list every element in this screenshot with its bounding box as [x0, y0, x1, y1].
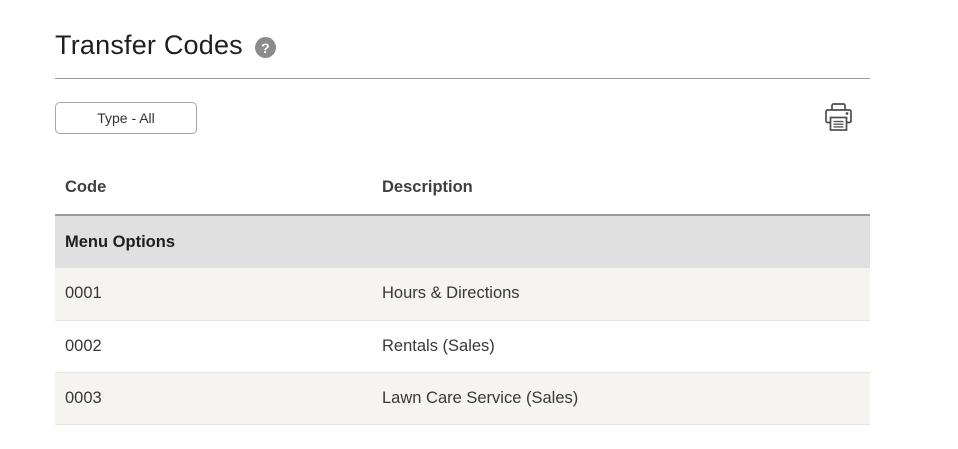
page-title: Transfer Codes — [55, 30, 243, 60]
print-button[interactable] — [824, 102, 853, 134]
transfer-codes-page: Transfer Codes ? Type - All Code — [55, 0, 870, 425]
code-cell: 0002 — [55, 320, 372, 373]
column-header-code: Code — [55, 160, 372, 216]
page-header: Transfer Codes ? — [55, 0, 870, 61]
transfer-codes-table: Code Description Menu Options 0001 Hours… — [55, 160, 870, 425]
table-row[interactable]: 0003 Lawn Care Service (Sales) — [55, 372, 870, 425]
code-cell: 0003 — [55, 372, 372, 425]
group-header-row: Menu Options — [55, 215, 870, 268]
printer-icon — [824, 102, 853, 137]
help-icon[interactable]: ? — [254, 37, 276, 58]
description-cell: Rentals (Sales) — [372, 320, 870, 373]
code-cell: 0001 — [55, 268, 372, 321]
table-row[interactable]: 0001 Hours & Directions — [55, 268, 870, 321]
header-divider — [55, 78, 870, 79]
toolbar: Type - All — [55, 101, 870, 134]
group-header-label: Menu Options — [55, 215, 870, 268]
description-cell: Lawn Care Service (Sales) — [372, 372, 870, 425]
type-filter-dropdown[interactable]: Type - All — [55, 101, 197, 134]
table-header-row: Code Description — [55, 160, 870, 216]
table-row[interactable]: 0002 Rentals (Sales) — [55, 320, 870, 373]
description-cell: Hours & Directions — [372, 268, 870, 321]
column-header-description: Description — [372, 160, 870, 216]
